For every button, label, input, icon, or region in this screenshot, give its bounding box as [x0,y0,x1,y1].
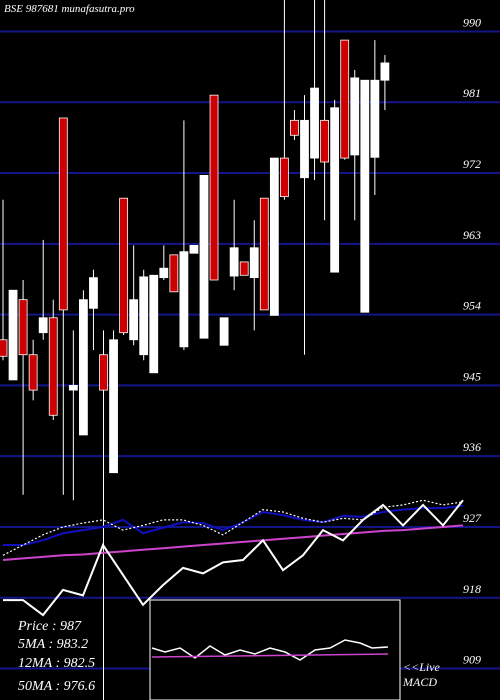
candle-body [209,94,219,281]
info-50ma: 50MA : 976.6 [18,679,95,694]
indicator-line [3,504,464,547]
candle-body [189,244,199,254]
lines [2,499,464,617]
candle-body [350,77,360,156]
indicator-line [2,524,464,561]
candles [0,0,390,700]
y-tick-label: 972 [463,157,481,171]
indicator-line [3,499,464,617]
candle-body [159,267,169,279]
candle-body [79,299,88,436]
candle-body [139,276,149,356]
y-tick-label: 990 [463,15,481,29]
y-tick-label: 954 [463,299,481,313]
candle-body [0,339,8,357]
candle-body [300,119,309,179]
info-12ma: 12MA : 982.5 [18,656,95,671]
candle-body [380,62,390,81]
candle-body [169,254,179,293]
y-tick-label: 981 [463,86,481,100]
macd-panel [149,599,401,700]
candle-body [89,277,98,309]
candle-body [279,157,289,198]
candle-body [249,247,259,279]
candle-body [38,317,48,334]
candle-body [219,317,229,346]
candle-body [8,289,18,381]
candle-body [58,117,68,311]
candle-body [129,299,139,341]
candle-body [68,384,78,391]
candle-body [310,87,319,159]
macd-label: MACD [402,675,437,689]
y-tick-label: 927 [463,511,482,525]
candle-body [229,247,239,277]
candle-body [179,251,189,348]
candle-body [199,174,209,339]
candle-body [239,261,249,276]
candle-body [330,107,340,273]
indicator-line [2,499,464,556]
candle-body [109,339,118,474]
macd-label: <<Live [403,660,441,674]
info-price: Price : 987 [17,619,82,634]
y-tick-label: 909 [463,653,481,667]
candle-body [290,119,299,136]
candle-body [119,197,128,334]
candle-body [149,274,159,374]
chart-title: BSE 987681 munafasutra.pro [4,3,135,15]
y-tick-label: 963 [463,228,481,242]
candle-body [370,79,380,158]
y-tick-label: 945 [463,369,481,383]
candle-body [340,39,350,159]
candle-body [259,197,269,311]
y-tick-label: 936 [463,440,481,454]
candle-body [18,299,28,356]
candle-body [28,354,38,391]
candle-body [48,317,58,416]
info-5ma: 5MA : 983.2 [18,637,88,652]
candle-body [99,354,108,391]
candle-body [269,157,279,316]
grid [0,30,500,670]
macd-signal [151,653,389,658]
macd-line [151,639,389,661]
candle-body [320,119,330,163]
y-tick-label: 918 [463,582,481,596]
candle-body [360,79,370,313]
